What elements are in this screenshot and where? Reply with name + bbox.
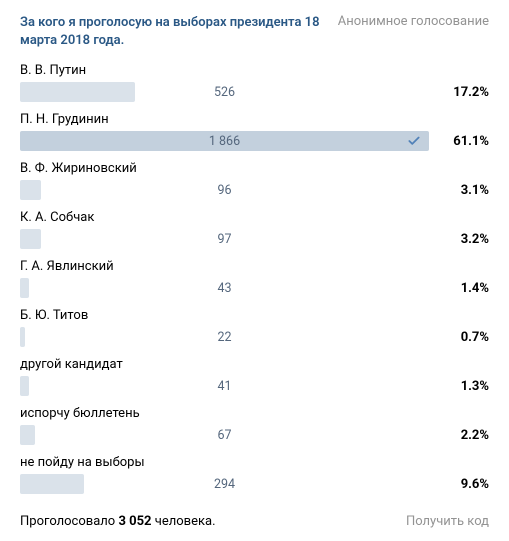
option-percent: 0.7% — [437, 330, 489, 345]
poll-header: За кого я проголосую на выборах президен… — [20, 14, 489, 49]
option-bar-track: 41 — [20, 376, 429, 396]
total-prefix: Проголосовало — [20, 514, 118, 529]
option-label: испорчу бюллетень — [20, 406, 489, 421]
poll-option[interactable]: другой кандидат 41 1.3% — [20, 357, 489, 396]
option-row: 22 0.7% — [20, 327, 489, 347]
option-row: 97 3.2% — [20, 229, 489, 249]
option-bar — [20, 180, 41, 200]
option-count: 526 — [214, 82, 235, 102]
option-label: Б. Ю. Титов — [20, 308, 489, 323]
option-count: 1 866 — [209, 131, 240, 151]
option-row: 67 2.2% — [20, 425, 489, 445]
poll-title: За кого я проголосую на выборах президен… — [20, 14, 328, 49]
option-percent: 1.3% — [437, 379, 489, 394]
option-row: 43 1.4% — [20, 278, 489, 298]
poll-footer: Проголосовало 3 052 человека. Получить к… — [20, 504, 489, 529]
get-code-link[interactable]: Получить код — [406, 514, 489, 529]
option-row: 1 866 61.1% — [20, 131, 489, 151]
option-label: другой кандидат — [20, 357, 489, 372]
option-bar-track: 294 — [20, 474, 429, 494]
option-percent: 1.4% — [437, 281, 489, 296]
poll-option[interactable]: К. А. Собчак 97 3.2% — [20, 210, 489, 249]
option-bar — [20, 82, 135, 102]
total-count: 3 052 — [118, 514, 151, 529]
check-icon — [407, 131, 421, 151]
option-label: Г. А. Явлинский — [20, 259, 489, 274]
poll-option[interactable]: испорчу бюллетень 67 2.2% — [20, 406, 489, 445]
option-percent: 3.1% — [437, 183, 489, 198]
option-percent: 9.6% — [437, 477, 489, 492]
option-label: П. Н. Грудинин — [20, 112, 489, 127]
poll-option[interactable]: В. В. Путин 526 17.2% — [20, 63, 489, 102]
option-bar — [20, 278, 29, 298]
option-label: не пойду на выборы — [20, 455, 489, 470]
option-bar-track: 526 — [20, 82, 429, 102]
option-bar-track: 22 — [20, 327, 429, 347]
poll-option[interactable]: Г. А. Явлинский 43 1.4% — [20, 259, 489, 298]
poll-option[interactable]: П. Н. Грудинин 1 866 61.1% — [20, 112, 489, 151]
option-bar-track: 1 866 — [20, 131, 429, 151]
option-count: 294 — [214, 474, 235, 494]
poll-widget: За кого я проголосую на выборах президен… — [0, 0, 509, 541]
option-count: 43 — [217, 278, 231, 298]
poll-options: В. В. Путин 526 17.2% П. Н. Грудинин 1 866 61… — [20, 63, 489, 494]
poll-total: Проголосовало 3 052 человека. — [20, 514, 216, 529]
option-count: 41 — [217, 376, 231, 396]
option-count: 22 — [217, 327, 231, 347]
option-count: 97 — [217, 229, 231, 249]
poll-option[interactable]: Б. Ю. Титов 22 0.7% — [20, 308, 489, 347]
poll-anon-label: Анонимное голосование — [338, 14, 489, 29]
poll-option[interactable]: не пойду на выборы 294 9.6% — [20, 455, 489, 494]
option-bar — [20, 376, 29, 396]
option-row: 96 3.1% — [20, 180, 489, 200]
option-percent: 2.2% — [437, 428, 489, 443]
option-label: К. А. Собчак — [20, 210, 489, 225]
option-bar — [20, 425, 35, 445]
total-suffix: человека. — [152, 514, 216, 529]
option-row: 294 9.6% — [20, 474, 489, 494]
option-bar-track: 43 — [20, 278, 429, 298]
option-bar-track: 97 — [20, 229, 429, 249]
option-row: 41 1.3% — [20, 376, 489, 396]
option-bar — [20, 229, 41, 249]
option-count: 67 — [217, 425, 231, 445]
option-bar — [20, 327, 25, 347]
option-bar-track: 67 — [20, 425, 429, 445]
option-count: 96 — [217, 180, 231, 200]
poll-option[interactable]: В. Ф. Жириновский 96 3.1% — [20, 161, 489, 200]
option-percent: 17.2% — [437, 85, 489, 100]
option-bar-track: 96 — [20, 180, 429, 200]
option-row: 526 17.2% — [20, 82, 489, 102]
option-bar — [20, 474, 84, 494]
option-percent: 61.1% — [437, 134, 489, 149]
option-label: В. В. Путин — [20, 63, 489, 78]
option-label: В. Ф. Жириновский — [20, 161, 489, 176]
option-percent: 3.2% — [437, 232, 489, 247]
